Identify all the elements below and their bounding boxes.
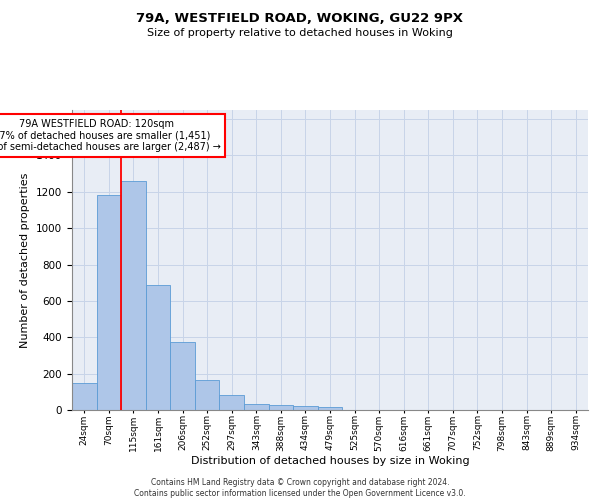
Bar bbox=[220, 396, 244, 410]
Text: Contains HM Land Registry data © Crown copyright and database right 2024.
Contai: Contains HM Land Registry data © Crown c… bbox=[134, 478, 466, 498]
Bar bbox=[318, 408, 342, 410]
X-axis label: Distribution of detached houses by size in Woking: Distribution of detached houses by size … bbox=[191, 456, 469, 466]
Bar bbox=[244, 404, 269, 410]
Bar bbox=[195, 380, 220, 410]
Bar bbox=[72, 382, 97, 410]
Y-axis label: Number of detached properties: Number of detached properties bbox=[20, 172, 31, 348]
Text: 79A, WESTFIELD ROAD, WOKING, GU22 9PX: 79A, WESTFIELD ROAD, WOKING, GU22 9PX bbox=[137, 12, 464, 26]
Bar bbox=[269, 406, 293, 410]
Bar bbox=[97, 196, 121, 410]
Bar bbox=[121, 181, 146, 410]
Text: 79A WESTFIELD ROAD: 120sqm
← 37% of detached houses are smaller (1,451)
63% of s: 79A WESTFIELD ROAD: 120sqm ← 37% of deta… bbox=[0, 119, 221, 152]
Bar bbox=[146, 284, 170, 410]
Bar bbox=[293, 406, 318, 410]
Text: Size of property relative to detached houses in Woking: Size of property relative to detached ho… bbox=[147, 28, 453, 38]
Bar bbox=[170, 342, 195, 410]
